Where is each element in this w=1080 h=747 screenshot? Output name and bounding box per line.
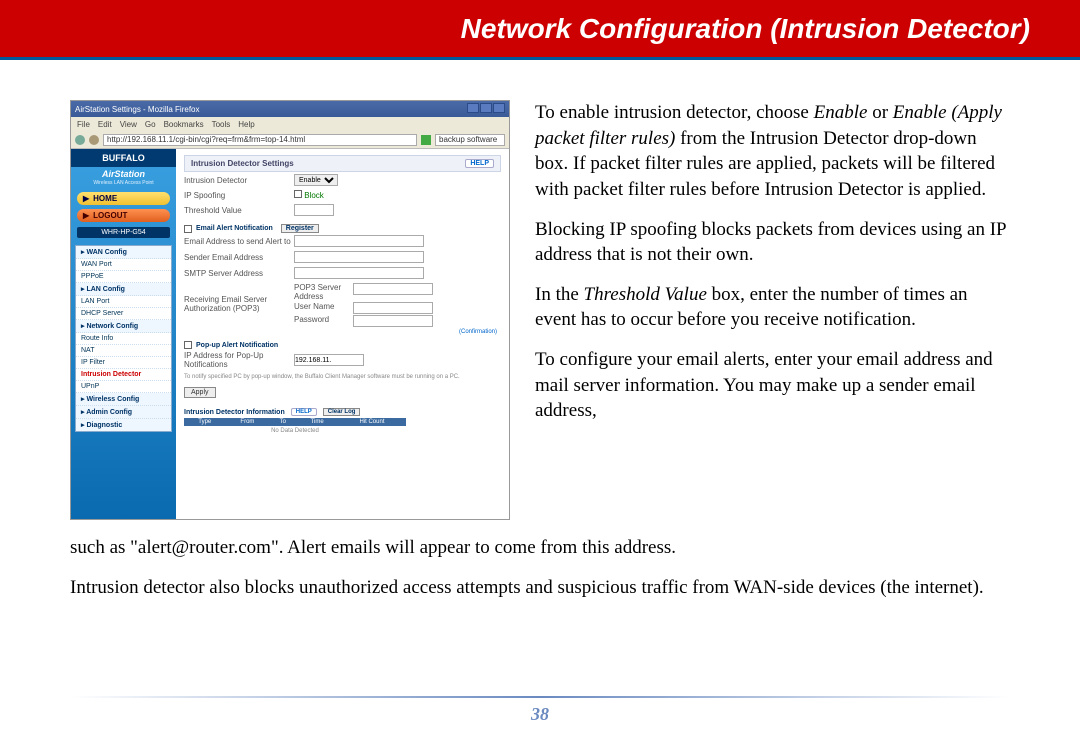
window-controls bbox=[466, 103, 505, 115]
lbl-pass: Password bbox=[294, 315, 349, 327]
lbl-popup-ip: IP Address for Pop-Up Notifications bbox=[184, 351, 294, 369]
lbl-recv: Receiving Email Server Authorization (PO… bbox=[184, 296, 294, 314]
clear-log-button[interactable]: Clear Log bbox=[323, 408, 361, 416]
th-to: To bbox=[269, 418, 296, 426]
email-section-head: Email Alert Notification Register bbox=[184, 224, 501, 233]
popup-note: To notify specified PC by pop-up window,… bbox=[184, 374, 501, 381]
nav-network-config[interactable]: ▸ Network Config bbox=[76, 320, 171, 333]
intrusion-table: Type From To Time Hit Count No Data Dete… bbox=[184, 418, 406, 436]
menu-tools[interactable]: Tools bbox=[212, 120, 231, 129]
router-main: Intrusion Detector Settings HELP Intrusi… bbox=[176, 149, 509, 519]
nav-wireless[interactable]: ▸ Wireless Config bbox=[76, 393, 171, 406]
popup-ip-input[interactable] bbox=[294, 354, 364, 366]
nav-lan-port[interactable]: LAN Port bbox=[76, 296, 171, 308]
url-input[interactable]: http://192.168.11.1/cgi-bin/cgi?req=frm&… bbox=[103, 134, 417, 146]
menu-file[interactable]: File bbox=[77, 120, 90, 129]
sender-input[interactable] bbox=[294, 251, 424, 263]
router-sidebar: BUFFALO AirStation Wireless LAN Access P… bbox=[71, 149, 176, 519]
page-footer: 38 bbox=[0, 696, 1080, 725]
lbl-sender: Sender Email Address bbox=[184, 253, 294, 262]
nav-fwd-icon[interactable] bbox=[89, 135, 99, 145]
email-apply-small[interactable]: Register bbox=[281, 224, 319, 233]
nav-upnp[interactable]: UPnP bbox=[76, 381, 171, 393]
nav-dhcp[interactable]: DHCP Server bbox=[76, 308, 171, 320]
lbl-threshold: Threshold Value bbox=[184, 206, 294, 215]
section-title: Intrusion Detector Settings HELP bbox=[184, 155, 501, 172]
brand-logo: BUFFALO bbox=[71, 149, 176, 167]
lbl-smtp: SMTP Server Address bbox=[184, 269, 294, 278]
search-input[interactable]: backup software bbox=[435, 134, 505, 146]
help-button-2[interactable]: HELP bbox=[291, 408, 317, 416]
browser-urlbar: http://192.168.11.1/cgi-bin/cgi?req=frm&… bbox=[71, 131, 509, 149]
pass-input[interactable] bbox=[353, 315, 433, 327]
lbl-ipspoof: IP Spoofing bbox=[184, 191, 294, 200]
help-button[interactable]: HELP bbox=[465, 159, 494, 168]
nav-nat[interactable]: NAT bbox=[76, 345, 171, 357]
lbl-intrusion: Intrusion Detector bbox=[184, 176, 294, 185]
lbl-pop3: POP3 Server Address bbox=[294, 283, 349, 301]
lower-text: such as "alert@router.com". Alert emails… bbox=[70, 535, 1010, 600]
para-1: To enable intrusion detector, choose Ena… bbox=[535, 100, 1010, 203]
nav-wan-port[interactable]: WAN Port bbox=[76, 259, 171, 271]
page-banner: Network Configuration (Intrusion Detecto… bbox=[0, 0, 1080, 60]
logout-button[interactable]: ▶LOGOUT bbox=[77, 209, 170, 222]
intrusion-select[interactable]: Enable bbox=[294, 174, 338, 186]
para-5: Intrusion detector also blocks unauthori… bbox=[70, 575, 1010, 601]
threshold-input[interactable] bbox=[294, 204, 334, 216]
page-content: AirStation Settings - Mozilla Firefox Fi… bbox=[0, 60, 1080, 600]
nav-box: ▸ WAN Config WAN Port PPPoE ▸ LAN Config… bbox=[75, 245, 172, 432]
ipspoof-value[interactable]: Block bbox=[304, 191, 324, 200]
nav-back-icon[interactable] bbox=[75, 135, 85, 145]
para-3: In the Threshold Value box, enter the nu… bbox=[535, 282, 1010, 333]
page-number: 38 bbox=[0, 704, 1080, 725]
smtp-input[interactable] bbox=[294, 267, 424, 279]
go-icon[interactable] bbox=[421, 135, 431, 145]
confirm-label: (Confirmation) bbox=[184, 329, 501, 335]
th-time: Time bbox=[296, 418, 338, 426]
window-title: AirStation Settings - Mozilla Firefox bbox=[75, 105, 200, 114]
lbl-alert-to: Email Address to send Alert to bbox=[184, 237, 294, 246]
para-4-head: To configure your email alerts, enter yo… bbox=[535, 347, 1010, 424]
menu-bookmarks[interactable]: Bookmarks bbox=[164, 120, 204, 129]
th-hit: Hit Count bbox=[338, 418, 406, 426]
para-4: such as "alert@router.com". Alert emails… bbox=[70, 535, 1010, 561]
th-from: From bbox=[226, 418, 270, 426]
popup-section-head: Pop-up Alert Notification bbox=[184, 341, 501, 349]
alert-to-input[interactable] bbox=[294, 235, 424, 247]
nav-intrusion-detector[interactable]: Intrusion Detector bbox=[76, 369, 171, 381]
info-title: Intrusion Detector Information HELP Clea… bbox=[184, 408, 501, 416]
home-button[interactable]: ▶HOME bbox=[77, 192, 170, 205]
menu-help[interactable]: Help bbox=[238, 120, 254, 129]
apply-button[interactable]: Apply bbox=[184, 387, 216, 398]
pop3-input[interactable] bbox=[353, 283, 433, 295]
window-titlebar: AirStation Settings - Mozilla Firefox bbox=[71, 101, 509, 117]
nav-pppoe[interactable]: PPPoE bbox=[76, 271, 171, 283]
menu-edit[interactable]: Edit bbox=[98, 120, 112, 129]
menu-view[interactable]: View bbox=[120, 120, 137, 129]
nav-lan-config[interactable]: ▸ LAN Config bbox=[76, 283, 171, 296]
nav-route[interactable]: Route Info bbox=[76, 333, 171, 345]
model-label: WHR-HP-G54 bbox=[77, 227, 170, 238]
embedded-screenshot: AirStation Settings - Mozilla Firefox Fi… bbox=[70, 100, 510, 520]
lbl-user: User Name bbox=[294, 302, 349, 314]
no-data-cell: No Data Detected bbox=[184, 426, 406, 436]
nav-ipfilter[interactable]: IP Filter bbox=[76, 357, 171, 369]
th-type: Type bbox=[184, 418, 226, 426]
brand-tagline: Wireless LAN Access Point bbox=[71, 180, 176, 190]
right-text: To enable intrusion detector, choose Ena… bbox=[535, 100, 1010, 520]
para-2: Blocking IP spoofing blocks packets from… bbox=[535, 217, 1010, 268]
nav-wan-config[interactable]: ▸ WAN Config bbox=[76, 246, 171, 259]
banner-title: Network Configuration (Intrusion Detecto… bbox=[461, 13, 1030, 45]
brand-sublogo: AirStation bbox=[71, 167, 176, 180]
browser-menubar: File Edit View Go Bookmarks Tools Help bbox=[71, 117, 509, 131]
user-input[interactable] bbox=[353, 302, 433, 314]
menu-go[interactable]: Go bbox=[145, 120, 156, 129]
footer-rule bbox=[70, 696, 1010, 698]
nav-admin[interactable]: ▸ Admin Config bbox=[76, 406, 171, 419]
nav-diag[interactable]: ▸ Diagnostic bbox=[76, 419, 171, 431]
